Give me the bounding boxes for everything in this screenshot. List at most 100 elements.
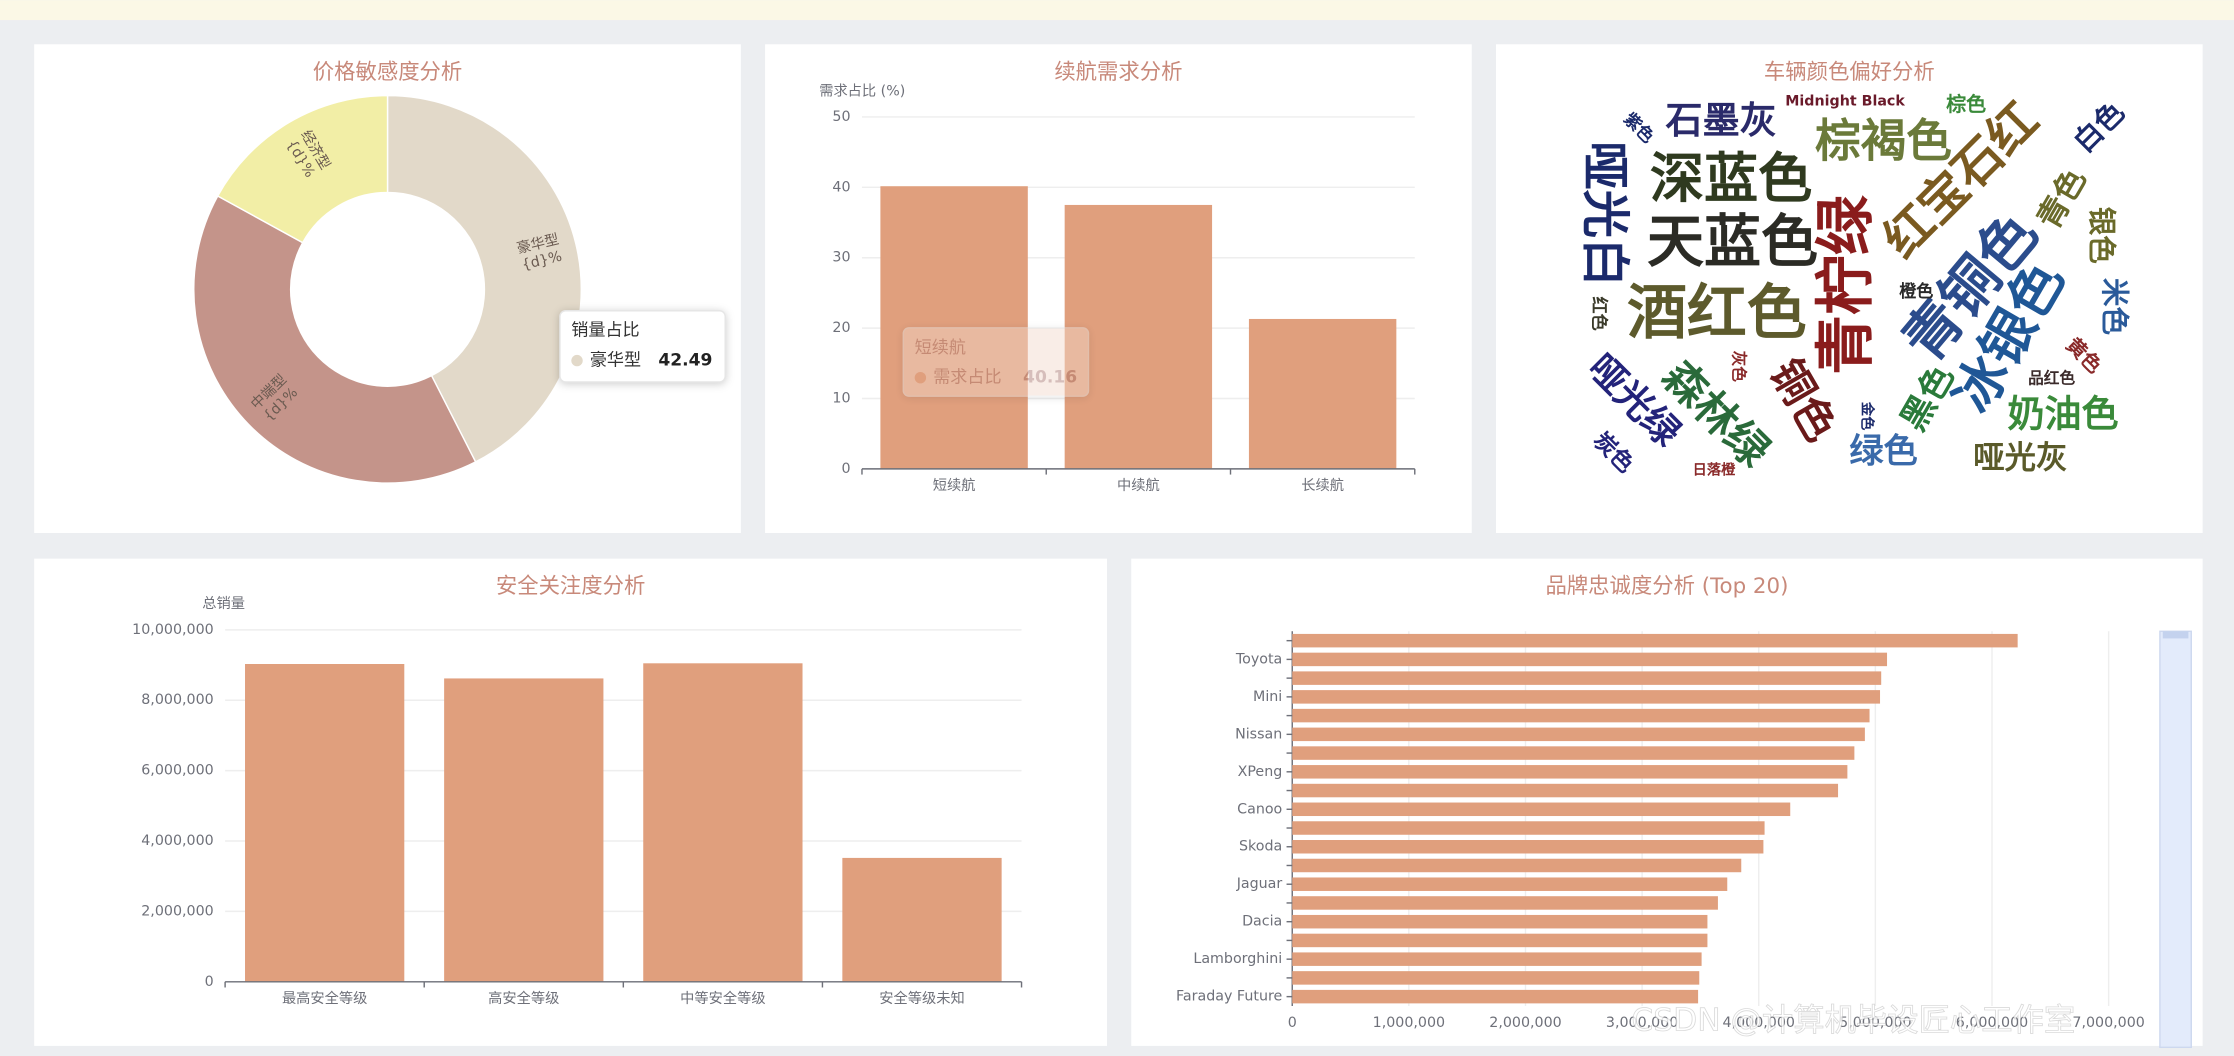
x-tick-label: 3,000,000 bbox=[1606, 1015, 1678, 1031]
bar bbox=[1292, 821, 1765, 835]
y-tick-label: Lamborghini bbox=[1193, 951, 1282, 967]
top-band bbox=[0, 0, 2234, 21]
bar bbox=[1292, 690, 1881, 704]
y-tick-label: 30 bbox=[832, 250, 850, 266]
word: 棕色 bbox=[1946, 92, 1986, 116]
y-tick-label: 40 bbox=[832, 179, 850, 195]
y-tick-label: 6,000,000 bbox=[141, 763, 213, 779]
bar bbox=[1292, 933, 1708, 948]
x-tick-label: 安全等级未知 bbox=[879, 989, 964, 1007]
bar bbox=[1292, 727, 1865, 742]
y-tick-label: 20 bbox=[832, 320, 850, 336]
y-tick-label: Mini bbox=[1253, 689, 1282, 705]
bar bbox=[1292, 858, 1742, 873]
x-tick-label: 0 bbox=[1288, 1015, 1297, 1031]
bar bbox=[880, 186, 1028, 469]
y-tick-label: Skoda bbox=[1239, 839, 1282, 855]
pie-slice bbox=[193, 195, 477, 484]
bar bbox=[1248, 318, 1397, 469]
y-tick-label: 0 bbox=[205, 974, 214, 990]
y-tick-label: Toyota bbox=[1235, 651, 1282, 667]
x-tick-label: 5,000,000 bbox=[1839, 1015, 1911, 1031]
panel bbox=[1495, 44, 2203, 533]
y-tick-label: Nissan bbox=[1235, 726, 1282, 742]
bar bbox=[1292, 671, 1882, 685]
x-tick-label: 2,000,000 bbox=[1489, 1015, 1561, 1031]
zoom-slider[interactable] bbox=[2159, 630, 2192, 1049]
word: 橙色 bbox=[1899, 281, 1933, 302]
bar bbox=[1292, 840, 1764, 854]
word: 绿色 bbox=[1849, 432, 1917, 472]
x-tick-label: 最高安全等级 bbox=[282, 989, 367, 1007]
tooltip-title: 销量占比 bbox=[571, 321, 639, 341]
y-tick-label: 8,000,000 bbox=[141, 692, 213, 708]
word: 石墨灰 bbox=[1665, 99, 1777, 142]
x-tick-label: 6,000,000 bbox=[1956, 1015, 2028, 1031]
bar bbox=[1292, 652, 1888, 667]
bar bbox=[1292, 633, 2018, 648]
y-tick-label: 4,000,000 bbox=[141, 833, 213, 849]
x-tick-label: 高安全等级 bbox=[488, 989, 559, 1007]
tooltip-title: 短续航 bbox=[915, 338, 966, 358]
zoom-handle[interactable] bbox=[2162, 631, 2189, 639]
y-tick-label: 2,000,000 bbox=[141, 903, 213, 919]
bar bbox=[1292, 746, 1855, 760]
y-axis-name: 总销量 bbox=[202, 595, 245, 612]
word: 日落橙 bbox=[1693, 460, 1736, 478]
x-tick-label: 中等安全等级 bbox=[680, 989, 765, 1007]
y-tick-label: 10,000,000 bbox=[132, 622, 214, 638]
bar bbox=[1292, 708, 1870, 723]
bar bbox=[1292, 914, 1708, 929]
y-tick-label: 0 bbox=[842, 461, 851, 477]
x-tick-label: 4,000,000 bbox=[1723, 1015, 1795, 1031]
x-tick-label: 1,000,000 bbox=[1373, 1015, 1445, 1031]
word: 金色 bbox=[1858, 401, 1876, 431]
word: 哑光白 bbox=[1576, 141, 1632, 286]
word: 灰色 bbox=[1730, 351, 1749, 383]
bar bbox=[1064, 204, 1213, 469]
bar bbox=[1292, 971, 1700, 985]
x-tick-label: 长续航 bbox=[1301, 477, 1344, 494]
chart-title: 安全关注度分析 bbox=[496, 574, 646, 599]
y-tick-label: 10 bbox=[832, 390, 850, 406]
pie-slice bbox=[386, 94, 582, 463]
tooltip-dot bbox=[914, 371, 927, 384]
word: 奶油色 bbox=[2007, 393, 2118, 436]
chart-title: 品牌忠诚度分析 (Top 20) bbox=[1545, 574, 1788, 599]
x-tick-label: 中续航 bbox=[1117, 477, 1160, 494]
y-tick-label: Canoo bbox=[1237, 801, 1282, 817]
x-tick-label: 短续航 bbox=[933, 477, 976, 494]
x-tick-label: 7,000,000 bbox=[2072, 1015, 2144, 1031]
y-axis-name: 需求占比 (%) bbox=[819, 82, 905, 99]
bar bbox=[1292, 802, 1791, 817]
y-tick-label: Dacia bbox=[1242, 914, 1282, 930]
word: 银色 bbox=[2085, 207, 2118, 264]
word: Midnight Black bbox=[1785, 93, 1905, 109]
bar bbox=[1292, 877, 1728, 891]
watermark: CSDN @计算机毕设匠心工作室 bbox=[1631, 1003, 2075, 1039]
bar bbox=[1292, 952, 1702, 966]
bar bbox=[1292, 896, 1718, 910]
y-tick-label: Jaguar bbox=[1236, 876, 1283, 892]
word: 棕褐色 bbox=[1815, 115, 1952, 168]
bar bbox=[1292, 989, 1699, 1004]
word: 天蓝色 bbox=[1647, 209, 1818, 275]
word: 米色 bbox=[2098, 278, 2131, 335]
bar bbox=[1292, 783, 1839, 798]
tooltip-value: 40.16 bbox=[1023, 368, 1077, 388]
chart-title: 车辆颜色偏好分析 bbox=[1764, 60, 1935, 85]
bar bbox=[842, 857, 1002, 982]
bar bbox=[245, 664, 405, 982]
tooltip-box bbox=[902, 327, 1090, 397]
y-tick-label: 50 bbox=[832, 109, 850, 125]
tooltip-name: 需求占比 bbox=[933, 368, 1001, 388]
word: 青柠绿 bbox=[1811, 195, 1881, 375]
bar bbox=[1292, 765, 1848, 779]
word: 红色 bbox=[1589, 296, 1610, 330]
chart-title: 续航需求分析 bbox=[1054, 60, 1182, 85]
word: 酒红色 bbox=[1627, 278, 1806, 348]
